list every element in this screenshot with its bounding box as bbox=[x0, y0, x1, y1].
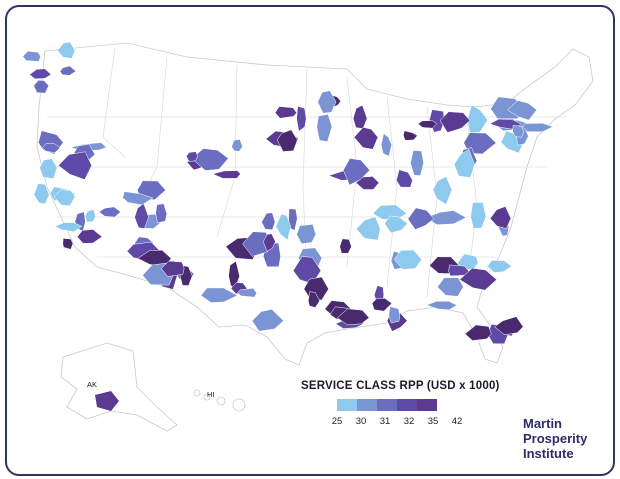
legend-swatch bbox=[357, 399, 377, 411]
metro-region bbox=[307, 291, 320, 308]
brand-line-1: Martin bbox=[523, 416, 562, 431]
metro-region bbox=[186, 151, 198, 162]
legend-tick-label: 30 bbox=[355, 416, 367, 427]
metro-region bbox=[62, 238, 74, 250]
metro-region bbox=[251, 309, 284, 332]
metro-region bbox=[353, 127, 379, 150]
metro-region bbox=[33, 183, 50, 205]
legend-ticks: 25 30 31 32 35 42 bbox=[327, 416, 467, 430]
metro-region bbox=[200, 287, 239, 303]
brand-line-3: Institute bbox=[523, 446, 574, 461]
legend-tick-label: 31 bbox=[379, 416, 391, 427]
metro-region bbox=[355, 176, 380, 190]
metro-region bbox=[262, 233, 276, 252]
metro-region bbox=[59, 65, 77, 76]
metro-region bbox=[356, 216, 381, 241]
metro-region bbox=[296, 224, 317, 244]
metro-region bbox=[494, 316, 524, 335]
metro-region bbox=[22, 50, 41, 62]
metro-region bbox=[29, 68, 52, 80]
legend-swatch bbox=[337, 399, 357, 411]
map-frame: AK HI SERVICE CLASS RPP (USD x 1000) 25 3… bbox=[5, 5, 615, 476]
metro-regions bbox=[22, 41, 554, 411]
hawaii-label: HI bbox=[207, 390, 215, 399]
metro-region bbox=[425, 300, 458, 311]
alaska-outline bbox=[60, 342, 178, 432]
metro-region bbox=[489, 206, 512, 229]
legend-tick-label: 35 bbox=[427, 416, 439, 427]
metro-region bbox=[57, 41, 76, 59]
metro-region bbox=[417, 120, 438, 129]
metro-region bbox=[231, 139, 243, 152]
metro-region bbox=[432, 176, 453, 205]
metro-region bbox=[95, 391, 119, 411]
metro-region bbox=[317, 90, 337, 114]
metro-region bbox=[33, 79, 49, 94]
metro-region bbox=[76, 229, 103, 244]
alaska-label: AK bbox=[87, 380, 97, 389]
metro-region bbox=[122, 191, 154, 206]
metro-region bbox=[403, 130, 418, 141]
metro-region bbox=[470, 202, 487, 229]
metro-region bbox=[39, 158, 58, 180]
metro-region bbox=[487, 260, 513, 273]
metro-region bbox=[275, 214, 291, 241]
metro-region bbox=[522, 123, 554, 132]
metro-region bbox=[242, 231, 272, 257]
metro-region bbox=[339, 238, 352, 254]
metro-region bbox=[58, 151, 92, 180]
metro-region bbox=[316, 114, 333, 142]
legend-swatch bbox=[377, 399, 397, 411]
metro-region bbox=[54, 222, 83, 232]
legend-tick-label: 25 bbox=[331, 416, 343, 427]
metro-region bbox=[212, 170, 241, 179]
legend-tick-label: 42 bbox=[451, 416, 463, 427]
metro-region bbox=[274, 106, 298, 119]
metro-region bbox=[464, 324, 492, 341]
metro-region bbox=[396, 169, 413, 188]
metro-region bbox=[393, 249, 423, 270]
metro-region bbox=[296, 105, 307, 132]
brand-line-2: Prosperity bbox=[523, 431, 588, 446]
metro-region bbox=[276, 129, 298, 152]
metro-region bbox=[384, 215, 408, 234]
metro-region bbox=[236, 287, 257, 298]
metro-region bbox=[161, 260, 185, 277]
metro-region bbox=[261, 212, 276, 231]
metro-region bbox=[506, 100, 538, 121]
metro-region bbox=[380, 133, 392, 157]
metro-region bbox=[410, 150, 424, 176]
metro-region bbox=[407, 207, 435, 230]
metro-region bbox=[371, 298, 393, 312]
metro-region bbox=[343, 158, 371, 186]
metro-region bbox=[512, 125, 525, 138]
legend-swatch bbox=[417, 399, 437, 411]
metro-region bbox=[437, 277, 464, 297]
metro-region bbox=[84, 208, 96, 223]
metro-region bbox=[155, 203, 168, 223]
hawaii-islands bbox=[193, 389, 246, 412]
metro-region bbox=[288, 208, 298, 231]
metro-region bbox=[53, 189, 76, 207]
metro-region bbox=[388, 306, 401, 324]
brand-logo: Martin Prosperity Institute bbox=[523, 416, 587, 461]
legend-swatch bbox=[397, 399, 417, 411]
choropleth-map: AK HI bbox=[22, 41, 594, 432]
legend-tick-label: 32 bbox=[403, 416, 415, 427]
legend-title: SERVICE CLASS RPP (USD x 1000) bbox=[301, 380, 500, 392]
metro-region bbox=[453, 149, 475, 178]
metro-region bbox=[439, 111, 471, 133]
us-outline bbox=[36, 42, 594, 366]
metro-region bbox=[42, 143, 61, 153]
metro-region bbox=[459, 267, 498, 291]
metro-region bbox=[336, 308, 370, 326]
legend-swatches bbox=[337, 399, 437, 411]
metro-region bbox=[98, 206, 122, 218]
